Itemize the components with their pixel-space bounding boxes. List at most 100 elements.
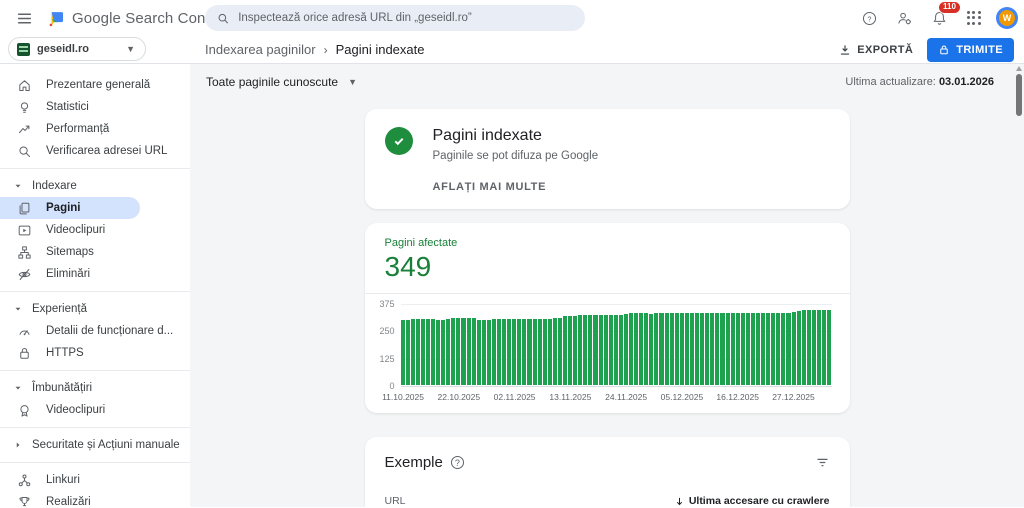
scrollbar-up-arrow[interactable]	[1016, 66, 1022, 71]
notifications-bell-icon[interactable]: 110	[926, 1, 961, 31]
chart-bar[interactable]	[436, 319, 441, 385]
chart-bar[interactable]	[527, 318, 532, 385]
chart-bar[interactable]	[720, 313, 725, 385]
chart-bar[interactable]	[512, 318, 517, 385]
chart-bar[interactable]	[725, 313, 730, 385]
chart-bar[interactable]	[816, 309, 821, 385]
chart-bar[interactable]	[735, 313, 740, 385]
chart-bar[interactable]	[420, 319, 425, 385]
chart-bar[interactable]	[649, 313, 654, 385]
chart-bar[interactable]	[634, 313, 639, 385]
chart-bar[interactable]	[659, 313, 664, 385]
chart-bar[interactable]	[684, 313, 689, 385]
chart-bar[interactable]	[608, 314, 613, 385]
user-avatar[interactable]: W	[996, 7, 1018, 29]
sidebar-item-videoclipuri[interactable]: Videoclipuri	[0, 399, 190, 421]
page-type-filter-dropdown[interactable]: Toate paginile cunoscute ▼	[206, 75, 357, 89]
breadcrumb-parent-link[interactable]: Indexarea paginilor	[205, 42, 316, 57]
chart-bar[interactable]	[405, 319, 410, 385]
chart-bar[interactable]	[507, 318, 512, 385]
user-settings-icon[interactable]	[891, 5, 917, 31]
chart-bar[interactable]	[425, 319, 430, 385]
sidebar-item-verificarea-adresei-url[interactable]: Verificarea adresei URL	[0, 140, 190, 162]
chart-bar[interactable]	[476, 319, 481, 385]
sidebar-item-elimin-ri[interactable]: Eliminări	[0, 263, 190, 285]
chart-bar[interactable]	[563, 316, 568, 385]
scrollbar-thumb[interactable]	[1016, 74, 1022, 116]
sidebar-item-statistici[interactable]: Statistici	[0, 96, 190, 118]
chart-bar[interactable]	[740, 313, 745, 385]
chart-bar[interactable]	[481, 319, 486, 385]
chart-bar[interactable]	[491, 318, 496, 385]
chart-bar[interactable]	[502, 318, 507, 385]
chart-bar[interactable]	[644, 313, 649, 385]
chart-bar[interactable]	[629, 313, 634, 385]
chart-bar[interactable]	[786, 312, 791, 385]
chart-bar[interactable]	[568, 315, 573, 385]
sidebar-section-expanded[interactable]: Îmbunătățiri	[0, 377, 190, 399]
sidebar-item-detalii-de-func-ionare-d[interactable]: Detalii de funcționare d...	[0, 320, 190, 342]
chart-bar[interactable]	[730, 313, 735, 385]
chart-bar[interactable]	[771, 312, 776, 385]
chart-bar[interactable]	[689, 313, 695, 385]
chart-bar[interactable]	[618, 314, 623, 385]
chart-bar[interactable]	[588, 315, 593, 385]
filter-icon[interactable]	[815, 455, 830, 470]
chart-bar[interactable]	[532, 318, 537, 385]
sidebar-item-realiz-ri[interactable]: Realizări	[0, 491, 190, 507]
google-apps-grid-icon[interactable]	[961, 5, 987, 31]
chart-bar[interactable]	[700, 313, 705, 385]
help-icon[interactable]: ?	[856, 5, 882, 31]
chart-bar[interactable]	[674, 313, 679, 385]
chart-bar[interactable]	[766, 312, 771, 385]
column-header-last-crawl[interactable]: Ultima accesare cu crawlere	[674, 495, 830, 507]
chart-bar[interactable]	[811, 309, 816, 385]
chart-bar[interactable]	[750, 312, 755, 385]
sidebar-item-https[interactable]: HTTPS	[0, 342, 190, 364]
chart-bar[interactable]	[415, 319, 420, 385]
chart-bar[interactable]	[446, 319, 451, 385]
hamburger-menu-icon[interactable]	[10, 4, 38, 32]
learn-more-link[interactable]: AFLAȚI MAI MULTE	[432, 181, 547, 193]
chart-bar[interactable]	[755, 312, 761, 385]
chart-bar[interactable]	[827, 309, 832, 385]
chart-bar[interactable]	[664, 313, 669, 385]
chart-bar[interactable]	[669, 313, 674, 385]
chart-bar[interactable]	[801, 310, 806, 385]
chart-bar[interactable]	[705, 313, 710, 385]
chart-bar[interactable]	[715, 313, 720, 385]
sidebar-section-collapsed[interactable]: Securitate și Acțiuni manuale	[0, 434, 190, 456]
chart-bar[interactable]	[471, 318, 476, 385]
chart-bar[interactable]	[552, 318, 557, 385]
chart-bar[interactable]	[781, 312, 786, 385]
search-input[interactable]	[238, 12, 573, 24]
chart-bar[interactable]	[537, 318, 542, 385]
chart-bar[interactable]	[486, 319, 491, 385]
submit-button[interactable]: TRIMITE	[927, 37, 1014, 62]
chart-bar[interactable]	[461, 318, 466, 385]
chart-bar[interactable]	[695, 313, 700, 385]
sidebar-section-expanded[interactable]: Indexare	[0, 175, 190, 197]
chart-bar[interactable]	[791, 311, 796, 385]
chart-bar[interactable]	[578, 315, 583, 385]
column-header-url[interactable]: URL	[384, 495, 406, 507]
chart-bar[interactable]	[522, 318, 527, 385]
chart-bar[interactable]	[639, 313, 644, 385]
sidebar-item-prezentare-general[interactable]: Prezentare generală	[0, 74, 190, 96]
chart-bar[interactable]	[796, 311, 801, 385]
chart-bar[interactable]	[451, 318, 456, 385]
chart-bar[interactable]	[821, 309, 827, 385]
chart-bar[interactable]	[613, 314, 618, 385]
chart-bar[interactable]	[776, 312, 781, 385]
sidebar-item-pagini[interactable]: Pagini	[0, 197, 140, 219]
chart-bar[interactable]	[623, 313, 629, 385]
chart-bar[interactable]	[603, 314, 608, 385]
sidebar-section-expanded[interactable]: Experiență	[0, 298, 190, 320]
sidebar-item-sitemaps[interactable]: Sitemaps	[0, 241, 190, 263]
chart-bar[interactable]	[547, 318, 552, 385]
property-selector[interactable]: geseidl.ro ▼	[8, 37, 146, 61]
url-inspection-searchbar[interactable]	[205, 5, 585, 31]
sidebar-item-linkuri[interactable]: Linkuri	[0, 469, 190, 491]
chart-bar[interactable]	[410, 319, 415, 385]
chart-bar[interactable]	[573, 315, 578, 385]
